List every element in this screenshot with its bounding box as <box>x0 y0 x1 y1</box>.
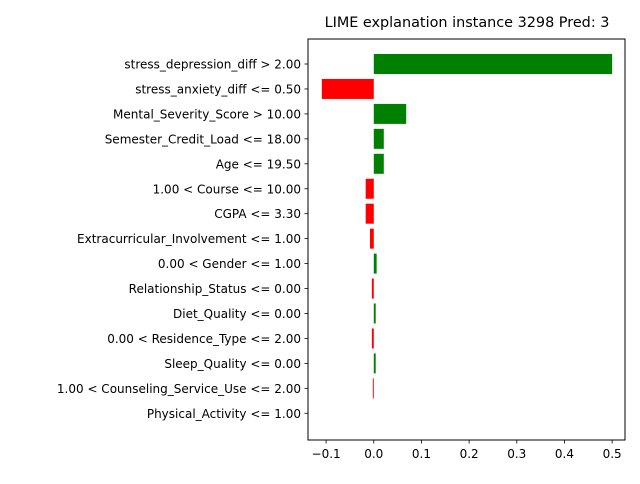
x-axis-ticks: −0.1 0.0 0.1 0.2 0.3 0.4 0.5 <box>312 440 622 461</box>
bar <box>365 203 374 224</box>
y-tick-label: Mental_Severity_Score > 10.00 <box>113 107 301 121</box>
bar <box>371 328 374 349</box>
x-tick-label: 0.5 <box>603 447 622 461</box>
bar <box>365 178 374 199</box>
y-tick-label: CGPA <= 3.30 <box>214 207 301 221</box>
axes-frame <box>307 38 626 441</box>
bar <box>321 78 374 99</box>
bar <box>373 128 384 149</box>
y-tick-label: 0.00 < Residence_Type <= 2.00 <box>107 332 301 346</box>
chart-title: LIME explanation instance 3298 Pred: 3 <box>325 15 610 31</box>
y-tick-label: 1.00 < Counseling_Service_Use <= 2.00 <box>57 382 301 396</box>
bar <box>373 54 613 74</box>
y-tick-label: stress_anxiety_diff <= 0.50 <box>135 82 301 96</box>
x-tick-label: 0.0 <box>364 447 383 461</box>
bars-layer <box>321 54 613 399</box>
y-tick-label: Diet_Quality <= 0.00 <box>173 307 301 321</box>
x-tick-label: 0.3 <box>507 447 526 461</box>
y-tick-label: 0.00 < Gender <= 1.00 <box>158 257 301 271</box>
bar <box>369 228 374 249</box>
x-tick-label: −0.1 <box>312 447 341 461</box>
bar <box>371 278 374 299</box>
y-tick-labels: stress_depression_diff > 2.00 stress_anxi… <box>57 58 308 421</box>
bar <box>373 253 377 274</box>
y-tick-label: Relationship_Status <= 0.00 <box>129 282 301 296</box>
bar <box>372 378 374 399</box>
y-tick-label: Sleep_Quality <= 0.00 <box>164 357 301 371</box>
y-tick-label: Extracurricular_Involvement <= 1.00 <box>77 232 301 246</box>
bar <box>373 153 384 174</box>
y-tick-label: Physical_Activity <= 1.00 <box>147 407 301 421</box>
y-tick-label: Age <= 19.50 <box>216 157 301 171</box>
x-tick-label: 0.2 <box>460 447 479 461</box>
x-tick-label: 0.1 <box>412 447 431 461</box>
y-tick-label: stress_depression_diff > 2.00 <box>124 58 301 72</box>
bar <box>373 103 407 124</box>
bar <box>373 353 376 374</box>
bar <box>373 303 376 324</box>
y-tick-label: 1.00 < Course <= 10.00 <box>153 182 301 196</box>
y-tick-label: Semester_Credit_Load <= 18.00 <box>105 132 301 146</box>
x-tick-label: 0.4 <box>555 447 574 461</box>
